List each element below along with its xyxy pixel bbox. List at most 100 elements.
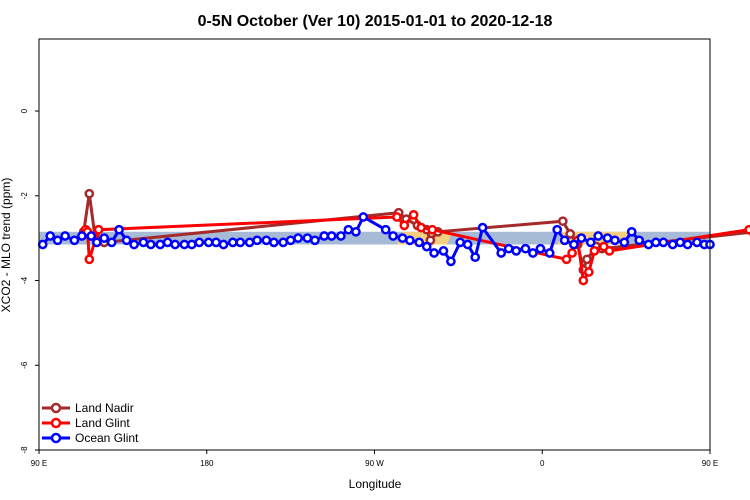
y-tick-label: -2 — [20, 192, 29, 200]
data-point-land-glint — [427, 224, 438, 235]
data-point-ocean-glint — [285, 235, 296, 246]
data-point-ocean-glint — [269, 237, 279, 248]
data-point-ocean-glint — [446, 256, 456, 267]
data-point-ocean-glint — [380, 224, 391, 235]
data-point-ocean-glint — [511, 246, 522, 256]
data-point-ocean-glint — [619, 237, 630, 248]
data-point-land-glint — [93, 224, 104, 235]
data-point-ocean-glint — [45, 231, 56, 241]
data-point-ocean-glint — [405, 235, 415, 246]
data-point-ocean-glint — [106, 237, 117, 248]
legend-label: Land Nadir — [75, 401, 134, 415]
series-ocean-glint — [37, 212, 715, 267]
x-tick-label: 90 W — [365, 459, 384, 468]
data-point-ocean-glint — [528, 248, 538, 258]
data-point-land-glint — [392, 212, 402, 222]
data-point-ocean-glint — [682, 239, 693, 250]
data-point-ocean-glint — [162, 237, 173, 248]
data-point-ocean-glint — [261, 235, 272, 246]
data-point-ocean-glint — [651, 237, 661, 248]
data-point-ocean-glint — [421, 241, 432, 252]
legend-item-ocean-glint: Ocean Glint — [42, 431, 139, 445]
data-point-ocean-glint — [503, 243, 514, 254]
data-point-ocean-glint — [520, 243, 531, 254]
data-point-ocean-glint — [145, 239, 156, 250]
legend-swatch-marker — [50, 402, 62, 414]
data-point-ocean-glint — [211, 237, 221, 248]
data-point-land-glint — [416, 222, 426, 233]
data-point-ocean-glint — [91, 237, 102, 248]
data-point-ocean-glint — [69, 235, 80, 246]
legend-swatch-marker — [50, 417, 62, 429]
data-point-ocean-glint — [186, 239, 197, 250]
data-point-ocean-glint — [129, 239, 139, 250]
data-point-land-nadir — [557, 216, 568, 227]
data-point-ocean-glint — [593, 231, 604, 241]
data-point-ocean-glint — [218, 239, 229, 250]
data-point-land-nadir — [565, 229, 576, 239]
y-tick-label: 0 — [20, 108, 29, 113]
data-point-land-glint — [567, 248, 577, 258]
data-point-ocean-glint — [179, 239, 190, 250]
legend-swatch-marker — [50, 432, 62, 444]
data-point-ocean-glint — [388, 231, 398, 241]
data-point-ocean-glint — [310, 235, 320, 246]
data-point-ocean-glint — [462, 239, 473, 250]
data-point-ocean-glint — [293, 233, 303, 243]
data-point-ocean-glint — [114, 224, 124, 235]
data-point-land-glint — [561, 254, 572, 265]
data-point-land-glint — [408, 209, 419, 220]
series-layer — [37, 188, 750, 286]
series-land-glint — [80, 209, 750, 286]
data-point-ocean-glint — [576, 233, 587, 243]
data-point-ocean-glint — [336, 231, 346, 241]
data-point-ocean-glint — [343, 224, 354, 235]
data-point-ocean-glint — [155, 239, 166, 250]
data-point-ocean-glint — [77, 231, 87, 241]
data-point-ocean-glint — [643, 239, 654, 250]
legend-item-land-nadir: Land Nadir — [42, 401, 134, 415]
data-point-ocean-glint — [194, 237, 205, 248]
data-point-ocean-glint — [569, 239, 579, 250]
data-point-land-glint — [399, 220, 410, 231]
data-point-ocean-glint — [37, 239, 48, 250]
data-point-ocean-glint — [675, 237, 686, 248]
data-point-ocean-glint — [429, 248, 439, 258]
data-point-ocean-glint — [455, 237, 466, 248]
data-point-ocean-glint — [414, 237, 425, 248]
data-point-ocean-glint — [626, 226, 637, 237]
data-point-ocean-glint — [470, 252, 481, 263]
data-point-ocean-glint — [544, 248, 555, 258]
legend-item-land-glint: Land Glint — [42, 416, 130, 430]
data-point-ocean-glint — [170, 239, 180, 250]
data-point-ocean-glint — [86, 231, 97, 241]
x-tick-label: 180 — [200, 459, 214, 468]
data-point-ocean-glint — [235, 237, 246, 248]
data-point-ocean-glint — [438, 246, 449, 256]
legend-label: Land Glint — [75, 416, 130, 430]
data-point-ocean-glint — [358, 212, 369, 222]
data-point-ocean-glint — [278, 237, 289, 248]
data-point-ocean-glint — [138, 237, 149, 248]
data-point-land-nadir — [84, 188, 95, 199]
x-tick-label: 0 — [540, 459, 545, 468]
data-point-ocean-glint — [326, 231, 337, 241]
data-point-land-glint — [589, 246, 600, 256]
y-axis-label: XCO2 - MLO trend (ppm) — [0, 178, 13, 313]
data-point-land-glint — [578, 275, 589, 286]
data-point-land-glint — [84, 254, 95, 265]
y-tick-label: -8 — [20, 446, 29, 454]
data-point-ocean-glint — [477, 222, 488, 233]
data-point-ocean-glint — [552, 224, 563, 235]
y-tick-label: -4 — [20, 276, 29, 284]
data-point-ocean-glint — [121, 235, 132, 246]
data-point-ocean-glint — [227, 237, 238, 248]
x-axis: 90 E 180 90 W 0 90 E — [31, 450, 718, 468]
data-point-land-glint — [604, 246, 615, 256]
data-point-ocean-glint — [585, 237, 596, 248]
data-point-ocean-glint — [99, 233, 110, 243]
data-point-ocean-glint — [658, 237, 669, 248]
y-tick-label: -6 — [20, 361, 29, 369]
